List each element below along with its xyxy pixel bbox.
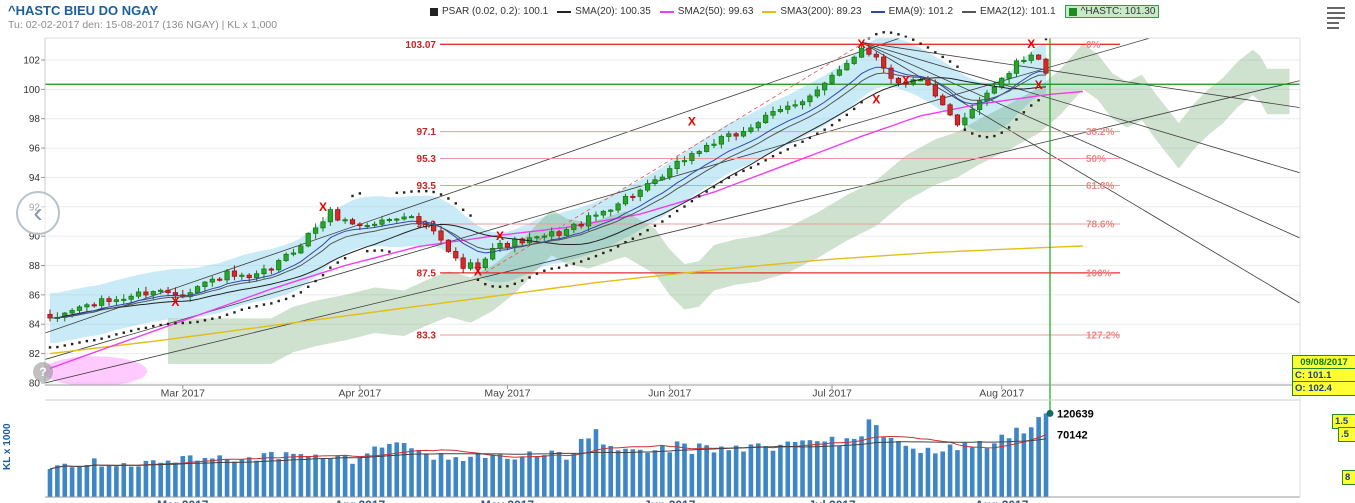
svg-text:97.1: 97.1	[417, 127, 437, 138]
data-window-open: O: 102.4	[1292, 381, 1355, 396]
sma2-50-swatch	[659, 10, 674, 13]
legend-item-ema2-12[interactable]: EMA2(12): 101.1	[962, 6, 1056, 17]
data-window-clipped-3: 8	[1342, 470, 1355, 485]
crosshair: 120639 70142	[1046, 38, 1095, 443]
svg-text:May 2017: May 2017	[481, 498, 535, 503]
question-icon: ?	[39, 365, 47, 379]
svg-text:X: X	[171, 295, 179, 309]
chart-subtitle: Tu: 02-02-2017 den: 15-08-2017 (136 NGAY…	[8, 19, 278, 31]
chart-title: ^HASTC BIEU DO NGAY	[8, 3, 159, 18]
svg-text:95.3: 95.3	[417, 154, 437, 165]
psar-swatch	[430, 7, 438, 16]
svg-text:Jul 2017: Jul 2017	[812, 388, 852, 400]
sma20-swatch	[557, 10, 572, 13]
psar-dots	[48, 31, 1048, 349]
legend-label: EMA(9): 101.2	[888, 6, 954, 17]
legend-item-sma2-50[interactable]: SMA2(50): 99.63	[659, 6, 754, 17]
svg-text:Aug 2017: Aug 2017	[979, 388, 1024, 400]
svg-text:X: X	[902, 74, 910, 88]
legend-item-sma20[interactable]: SMA(20): 100.35	[557, 6, 651, 17]
legend-item-hastc[interactable]: ^HASTC: 101.30	[1064, 5, 1160, 18]
svg-text:103.07: 103.07	[405, 40, 436, 51]
svg-text:98: 98	[29, 114, 41, 125]
fibonacci-levels: 103.070%97.138.2%95.350%93.561.8%90.978.…	[405, 40, 1120, 342]
legend-label: SMA(20): 100.35	[575, 6, 651, 17]
scroll-left-button[interactable]: ‹	[16, 191, 60, 235]
svg-text:Apr 2017: Apr 2017	[335, 498, 386, 503]
svg-text:Apr 2017: Apr 2017	[339, 388, 382, 400]
svg-text:100: 100	[23, 85, 40, 96]
svg-text:82: 82	[29, 349, 41, 360]
data-window-clipped-2: .5	[1338, 427, 1355, 442]
svg-text:78.6%: 78.6%	[1086, 219, 1114, 230]
svg-text:X: X	[319, 200, 327, 214]
volume-bars	[47, 413, 1049, 497]
legend-label: SMA2(50): 99.63	[677, 6, 754, 17]
legend: PSAR (0.02, 0.2): 100.1 SMA(20): 100.35 SM…	[430, 5, 1160, 18]
menu-icon[interactable]	[1327, 6, 1349, 30]
legend-label: EMA2(12): 101.1	[980, 6, 1056, 17]
ema2-12-swatch	[962, 10, 977, 13]
svg-text:Jun 2017: Jun 2017	[644, 498, 696, 503]
sma3-200-swatch	[762, 10, 777, 13]
svg-text:80: 80	[29, 378, 41, 389]
svg-text:X: X	[1027, 37, 1035, 51]
legend-item-ema9[interactable]: EMA(9): 101.2	[870, 6, 954, 17]
svg-text:93.5: 93.5	[417, 181, 437, 192]
volume-moving-averages	[49, 434, 1047, 470]
svg-text:X: X	[858, 37, 866, 51]
svg-text:100%: 100%	[1086, 268, 1112, 279]
svg-text:127.2%: 127.2%	[1086, 330, 1120, 341]
legend-item-sma3-200[interactable]: SMA3(200): 89.23	[762, 6, 862, 17]
price-gridlines	[45, 59, 1300, 384]
svg-text:Mar 2017: Mar 2017	[161, 388, 206, 400]
svg-text:96: 96	[29, 144, 41, 155]
slow-moving-averages	[49, 90, 1083, 369]
svg-text:38.2%: 38.2%	[1086, 127, 1114, 138]
svg-text:120639: 120639	[1057, 408, 1094, 420]
chevron-left-icon: ‹	[33, 197, 43, 228]
svg-text:70142: 70142	[1057, 430, 1088, 442]
svg-text:Aug 2017: Aug 2017	[975, 498, 1029, 503]
svg-text:X: X	[688, 115, 696, 129]
help-button[interactable]: ?	[33, 362, 53, 382]
svg-text:May 2017: May 2017	[484, 388, 530, 400]
ema9-swatch	[870, 10, 885, 13]
legend-label: SMA3(200): 89.23	[780, 6, 862, 17]
svg-text:X: X	[474, 264, 482, 278]
svg-text:50%: 50%	[1086, 154, 1106, 165]
legend-label: PSAR (0.02, 0.2): 100.1	[442, 6, 549, 17]
svg-text:Mar 2017: Mar 2017	[157, 498, 209, 503]
svg-text:61.8%: 61.8%	[1086, 181, 1114, 192]
legend-item-psar[interactable]: PSAR (0.02, 0.2): 100.1	[430, 6, 548, 17]
svg-text:KL x 1000: KL x 1000	[2, 423, 13, 470]
svg-text:Jun 2017: Jun 2017	[648, 388, 691, 400]
svg-text:84: 84	[29, 320, 41, 331]
svg-text:Jul 2017: Jul 2017	[808, 498, 856, 503]
legend-label: ^HASTC: 101.30	[1080, 6, 1156, 17]
signal-x-markers: X X X X X X X X X X	[171, 37, 1042, 309]
hastc-swatch	[1068, 7, 1077, 16]
svg-text:0%: 0%	[1086, 40, 1101, 51]
svg-text:83.3: 83.3	[417, 330, 437, 341]
svg-text:X: X	[1035, 78, 1043, 92]
svg-text:94: 94	[29, 173, 41, 184]
svg-text:X: X	[872, 93, 880, 107]
fast-moving-averages	[49, 66, 1047, 319]
svg-text:90: 90	[29, 232, 41, 243]
svg-text:X: X	[496, 229, 504, 243]
svg-text:87.5: 87.5	[417, 268, 437, 279]
svg-text:102: 102	[23, 56, 40, 67]
svg-text:88: 88	[29, 261, 41, 272]
svg-text:86: 86	[29, 290, 41, 301]
candlestick-series	[47, 44, 1049, 323]
